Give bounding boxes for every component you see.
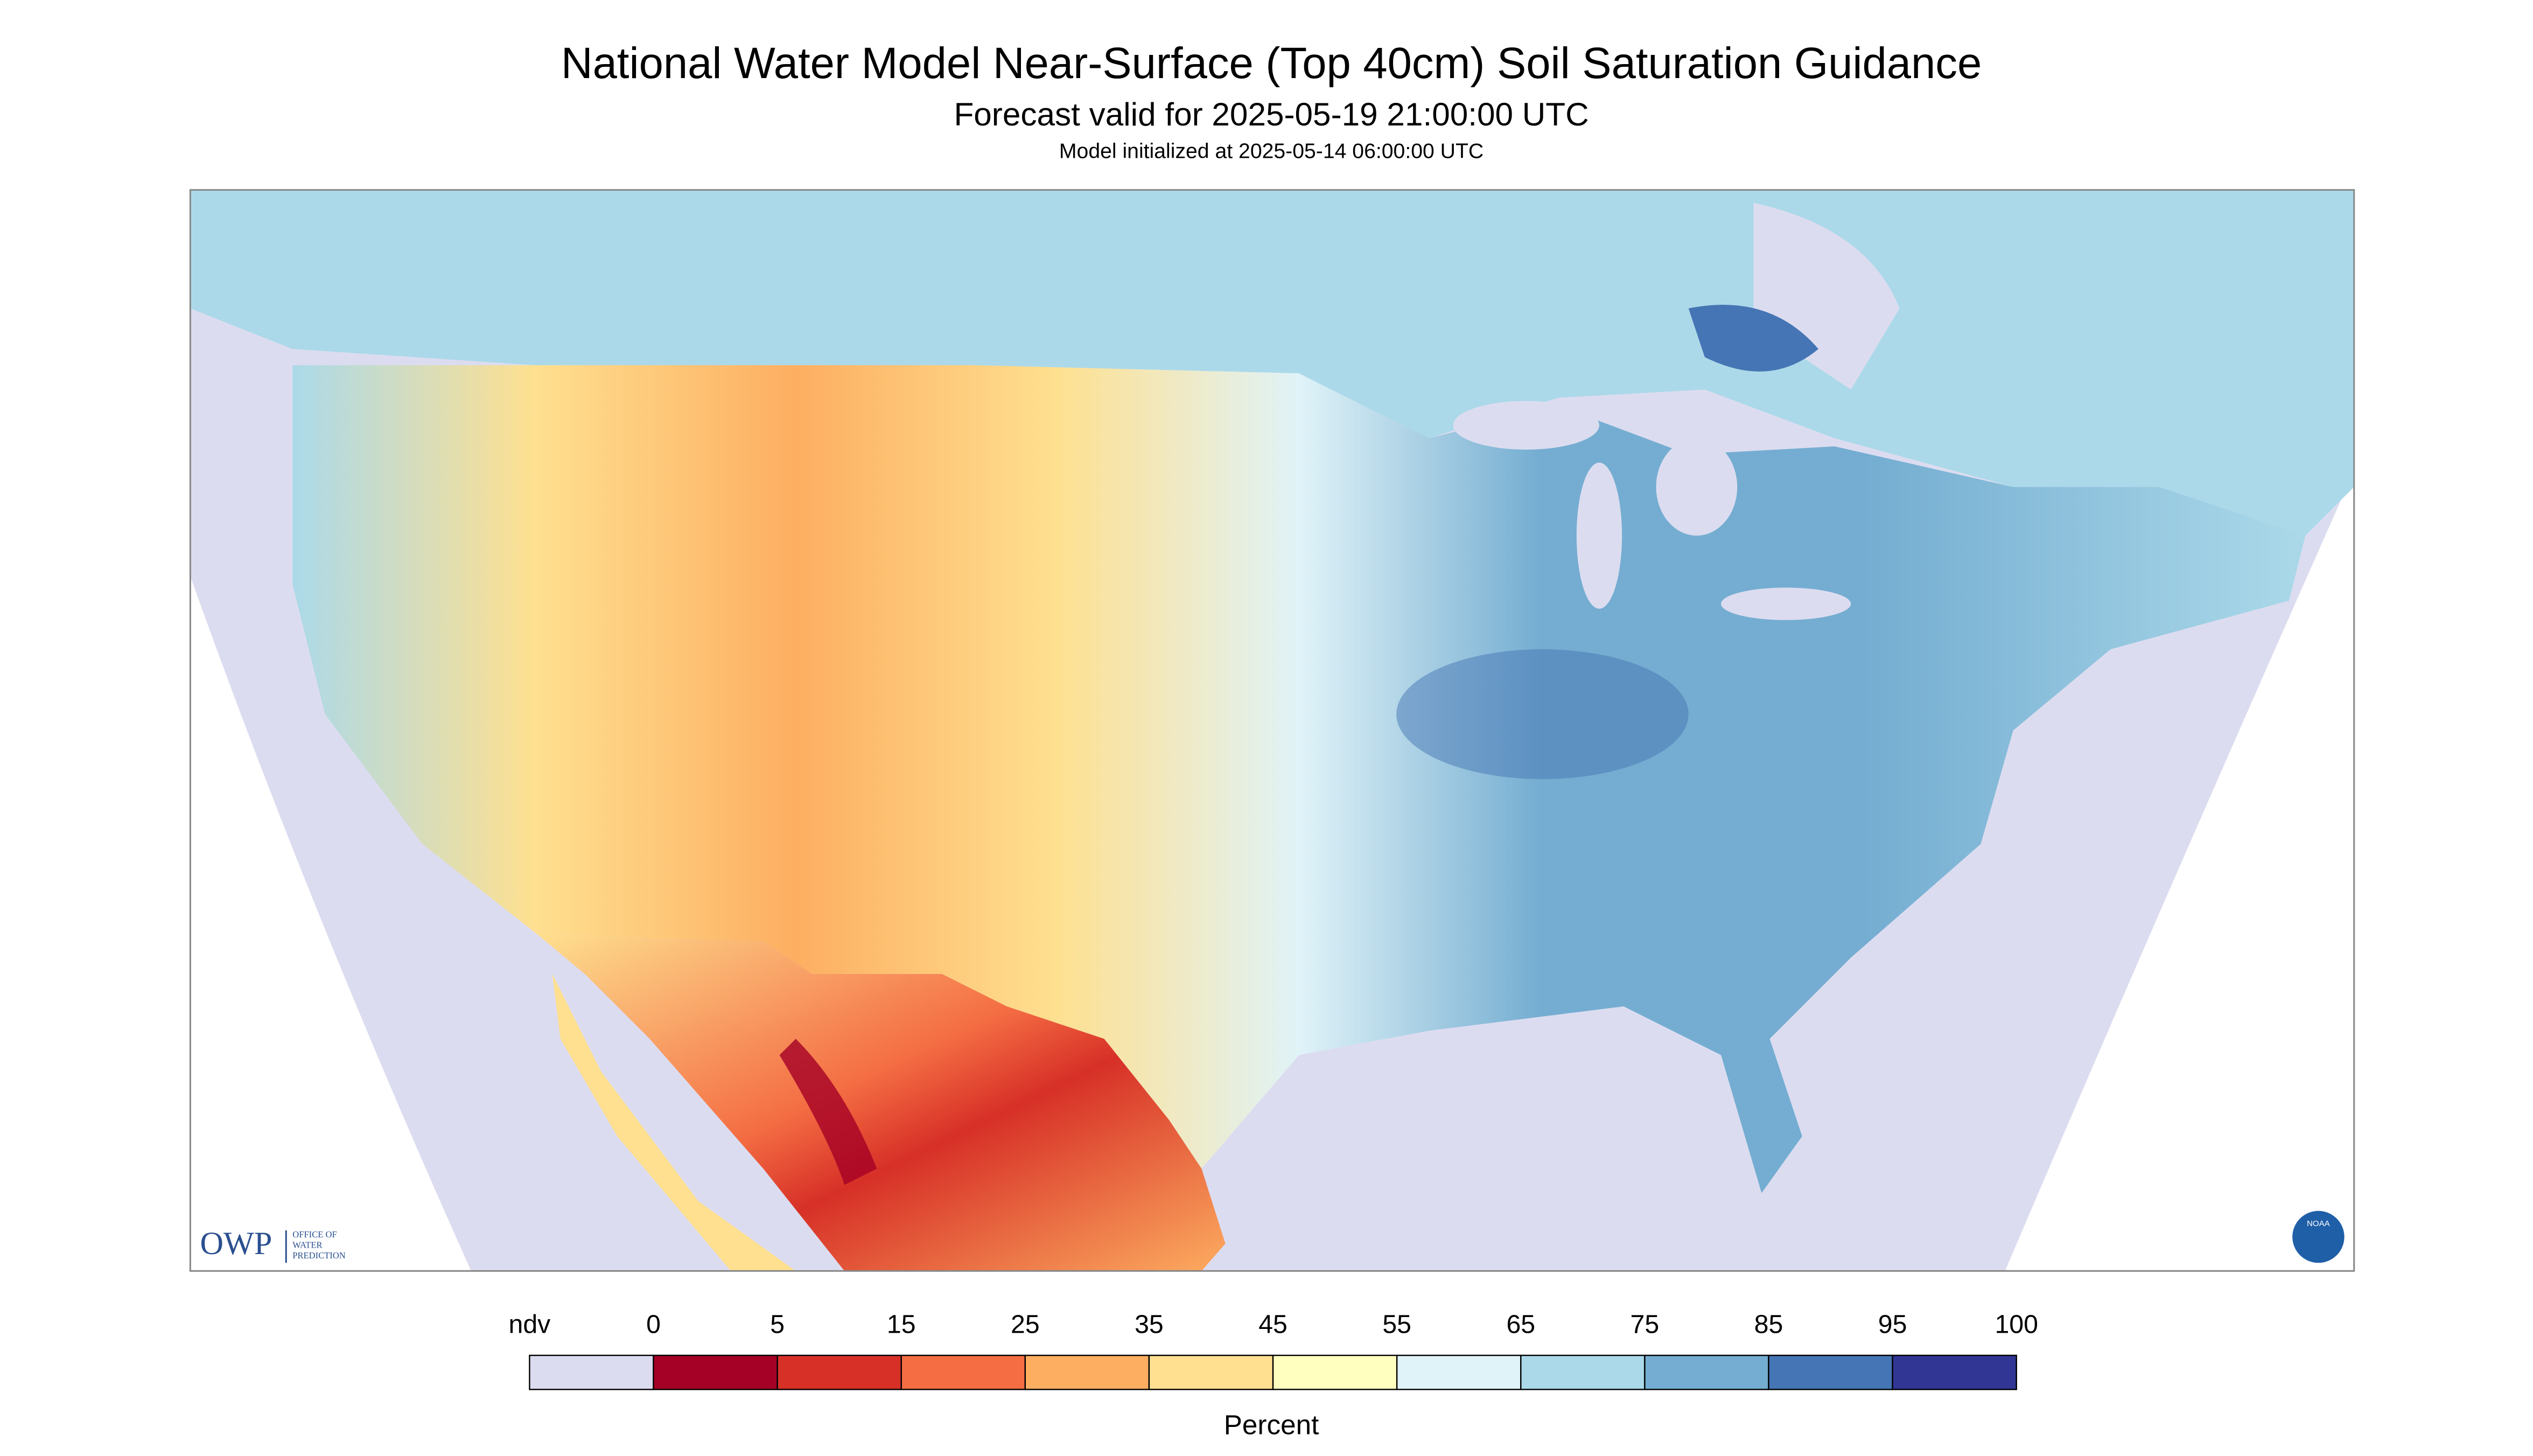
map (190, 190, 2354, 1271)
owp-line: PREDICTION (292, 1250, 345, 1261)
wet-patch (1688, 305, 1818, 372)
legend-label: 45 (1258, 1310, 1288, 1339)
legend-swatch (653, 1354, 778, 1390)
subtitle: Forecast valid for 2025-05-19 21:00:00 U… (954, 96, 1589, 132)
legend-swatch (776, 1354, 902, 1390)
dry-patch (779, 1039, 877, 1185)
owp-line: OFFICE OF (292, 1229, 337, 1240)
lake-huron (1656, 438, 1738, 536)
legend-swatch (1396, 1354, 1522, 1390)
legend-label: 35 (1135, 1310, 1164, 1339)
legend-label: 75 (1631, 1310, 1660, 1339)
legend-label: 55 (1382, 1310, 1411, 1339)
legend-label: 100 (1995, 1310, 2038, 1339)
legend-swatch (529, 1354, 654, 1390)
legend-label: 0 (646, 1310, 661, 1339)
legend-label: 65 (1506, 1310, 1535, 1339)
owp-logo: OWP (200, 1226, 272, 1262)
legend-swatch (1024, 1354, 1150, 1390)
init-note: Model initialized at 2025-05-14 06:00:00… (1059, 140, 1484, 163)
legend-unit: Percent (1224, 1409, 1319, 1440)
wet-region (1396, 649, 1689, 779)
gulf (1201, 1055, 1722, 1271)
legend-swatch (1148, 1354, 1274, 1390)
legend-label: 95 (1878, 1310, 1907, 1339)
legend-label: 15 (887, 1310, 916, 1339)
legend: ndv 0 5 15 25 35 45 55 65 75 85 95 100 (509, 1310, 2038, 1390)
noaa-text: NOAA (2307, 1219, 2331, 1228)
legend-swatch (900, 1354, 1026, 1390)
legend-swatch (1644, 1354, 1769, 1390)
lake-superior (1453, 401, 1599, 450)
lake-michigan (1576, 463, 1622, 609)
title: National Water Model Near-Surface (Top 4… (561, 39, 1982, 88)
owp-line: WATER (292, 1240, 323, 1250)
legend-swatch (1272, 1354, 1398, 1390)
legend-label: ndv (509, 1310, 551, 1339)
lake-erie (1721, 587, 1851, 620)
noaa-logo (2292, 1210, 2345, 1263)
legend-swatch (1892, 1354, 2017, 1390)
mexico (536, 933, 1234, 1271)
map-frame (189, 189, 2355, 1272)
conus (292, 365, 2306, 1193)
legend-label: 85 (1754, 1310, 1783, 1339)
legend-label: 25 (1011, 1310, 1040, 1339)
legend-swatch (1768, 1354, 1893, 1390)
legend-swatch (1520, 1354, 1646, 1390)
legend-label: 5 (770, 1310, 785, 1339)
